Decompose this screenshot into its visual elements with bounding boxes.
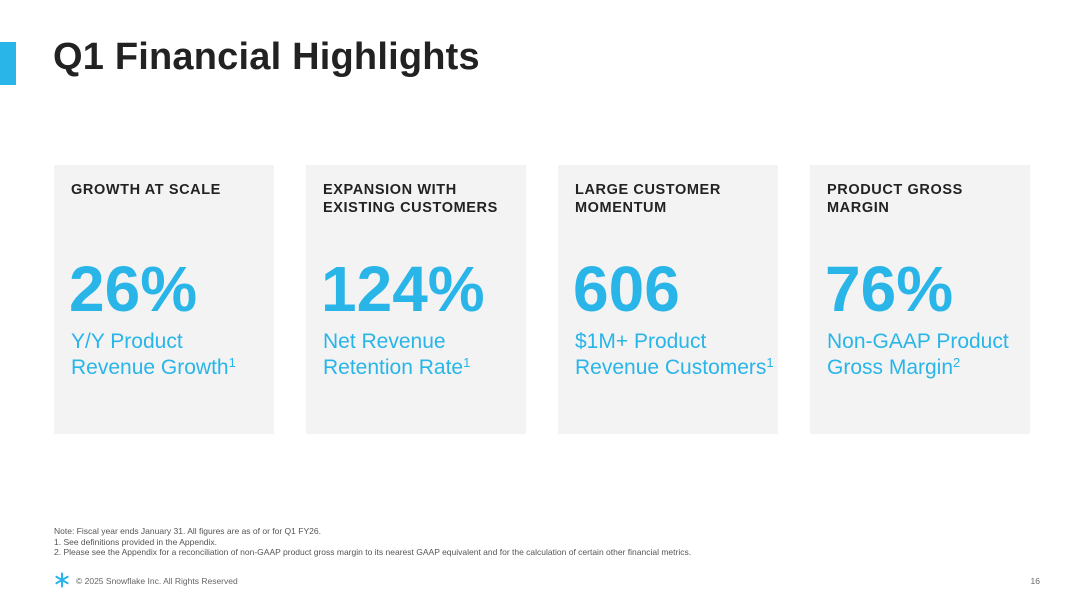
card-heading-line: GROWTH AT SCALE <box>71 182 221 198</box>
card-description-line: $1M+ Product <box>575 330 707 353</box>
footnote-ref: 1 <box>463 355 471 370</box>
card-heading: GROWTH AT SCALE <box>71 181 269 199</box>
footnotes: Note: Fiscal year ends January 31. All f… <box>54 526 691 558</box>
card-heading: EXPANSION WITH EXISTING CUSTOMERS <box>323 181 521 217</box>
card-description: Non-GAAP Product Gross Margin2 <box>827 329 1027 381</box>
card-value: 26% <box>69 253 198 325</box>
card-description-line: Retention Rate <box>323 356 464 379</box>
snowflake-icon <box>55 572 69 588</box>
page-number: 16 <box>1030 576 1040 586</box>
footnote-ref: 2 <box>953 355 961 370</box>
card-heading-line: EXPANSION WITH <box>323 182 457 198</box>
card-heading-line: LARGE CUSTOMER <box>575 182 721 198</box>
footnote-note: Note: Fiscal year ends January 31. All f… <box>54 526 321 536</box>
card-heading: LARGE CUSTOMER MOMENTUM <box>575 181 773 217</box>
card-heading-line: MARGIN <box>827 200 890 216</box>
card-value: 76% <box>825 253 954 325</box>
highlight-card-growth: GROWTH AT SCALE 26% Y/Y Product Revenue … <box>54 165 274 434</box>
card-description-line: Non-GAAP Product <box>827 330 1009 353</box>
footnote-ref: 1 <box>228 355 236 370</box>
card-description-line: Revenue Customers <box>575 356 767 379</box>
card-heading-line: PRODUCT GROSS <box>827 182 963 198</box>
card-heading: PRODUCT GROSS MARGIN <box>827 181 1025 217</box>
card-description-line: Revenue Growth <box>71 356 229 379</box>
highlight-card-gross-margin: PRODUCT GROSS MARGIN 76% Non-GAAP Produc… <box>810 165 1030 434</box>
footnote-1: 1. See definitions provided in the Appen… <box>54 536 218 547</box>
card-value: 124% <box>321 253 485 325</box>
title-accent-bar <box>0 42 16 85</box>
card-heading-line: MOMENTUM <box>575 200 667 216</box>
footnote-ref: 1 <box>766 355 774 370</box>
highlight-card-expansion: EXPANSION WITH EXISTING CUSTOMERS 124% N… <box>306 165 526 434</box>
card-value: 606 <box>573 253 680 325</box>
card-description-line: Net Revenue <box>323 330 446 353</box>
card-description: Y/Y Product Revenue Growth1 <box>71 329 271 381</box>
copyright: © 2025 Snowflake Inc. All Rights Reserve… <box>76 576 238 586</box>
card-heading-line: EXISTING CUSTOMERS <box>323 200 498 216</box>
card-description: Net Revenue Retention Rate1 <box>323 329 523 381</box>
card-description-line: Gross Margin <box>827 356 954 379</box>
highlight-card-large-customers: LARGE CUSTOMER MOMENTUM 606 $1M+ Product… <box>558 165 778 434</box>
footnote-2: 2. Please see the Appendix for a reconci… <box>54 547 692 557</box>
card-description: $1M+ Product Revenue Customers1 <box>575 329 775 381</box>
slide-title: Q1 Financial Highlights <box>53 36 480 78</box>
card-description-line: Y/Y Product <box>71 330 183 353</box>
